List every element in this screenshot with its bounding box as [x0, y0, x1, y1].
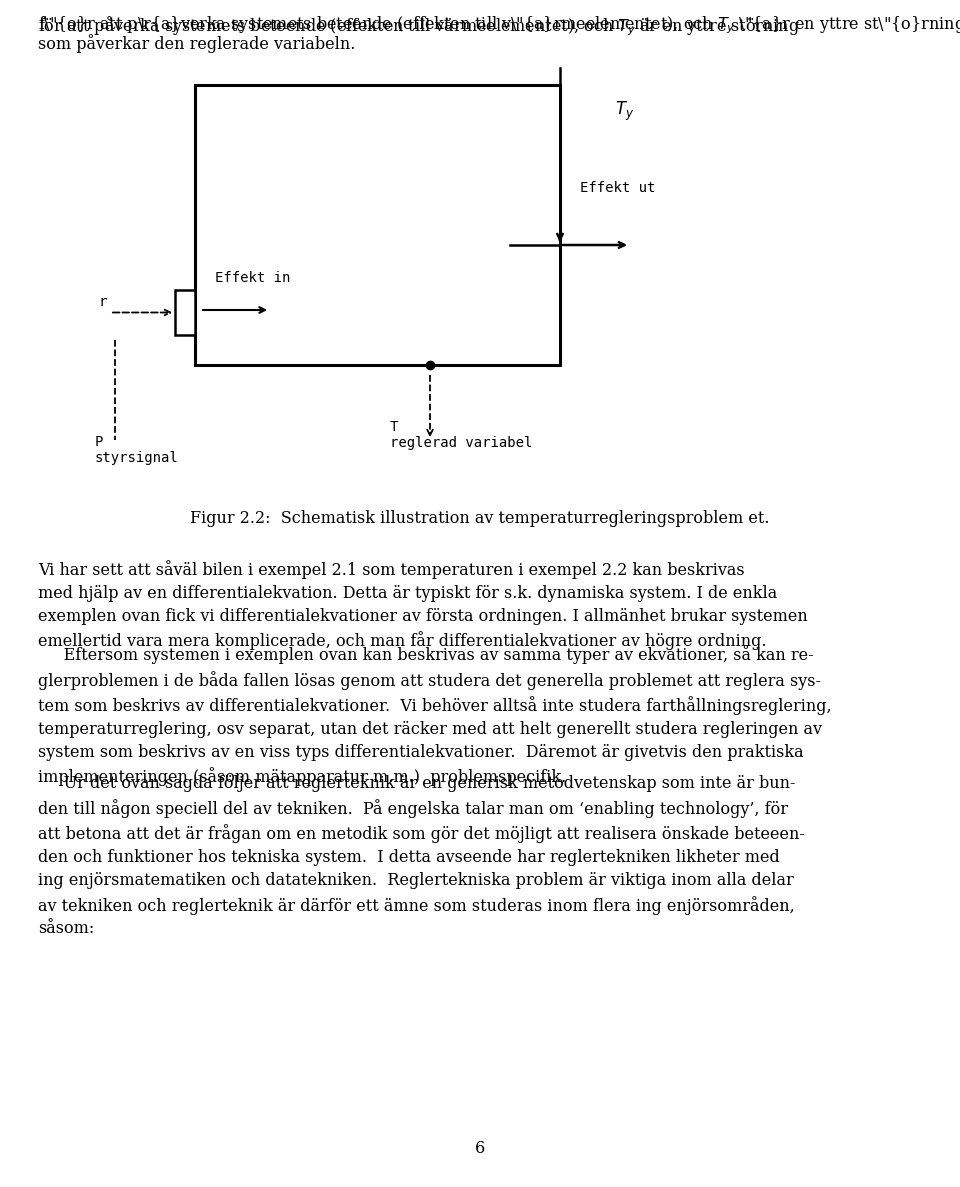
Text: f\"{o}r att p\r{a}verka systemets beteende (effekten till v\"{a}rmeelementet), o: f\"{o}r att p\r{a}verka systemets beteen… — [38, 14, 960, 36]
Text: $T_y$: $T_y$ — [615, 100, 635, 123]
Text: Effekt ut: Effekt ut — [580, 180, 656, 195]
Text: 6: 6 — [475, 1140, 485, 1157]
Text: som påverkar den reglerade variabeln.: som påverkar den reglerade variabeln. — [38, 34, 355, 53]
Text: T
reglerad variabel: T reglerad variabel — [390, 420, 533, 450]
Text: för att påverka systemets beteende (effekten till värmeelementet), och $T_y$ är : för att påverka systemets beteende (effe… — [38, 14, 800, 38]
Bar — [195, 85, 560, 364]
Bar — [175, 290, 195, 335]
Text: Vi har sett att såväl bilen i exempel 2.1 som temperaturen i exempel 2.2 kan bes: Vi har sett att såväl bilen i exempel 2.… — [38, 560, 807, 650]
Text: Effekt in: Effekt in — [215, 271, 290, 285]
Text: r: r — [99, 296, 107, 310]
Text: Eftersom systemen i exemplen ovan kan beskrivas av samma typer av ekvationer, så: Eftersom systemen i exemplen ovan kan be… — [38, 645, 831, 787]
Text: Ur det ovan sagda följer att reglerteknik är en generisk metodvetenskap som inte: Ur det ovan sagda följer att reglertekni… — [38, 775, 804, 938]
Text: Figur 2.2:  Schematisk illustration av temperaturregleringsproblem et.: Figur 2.2: Schematisk illustration av te… — [190, 510, 770, 527]
Text: P
styrsignal: P styrsignal — [95, 434, 179, 465]
